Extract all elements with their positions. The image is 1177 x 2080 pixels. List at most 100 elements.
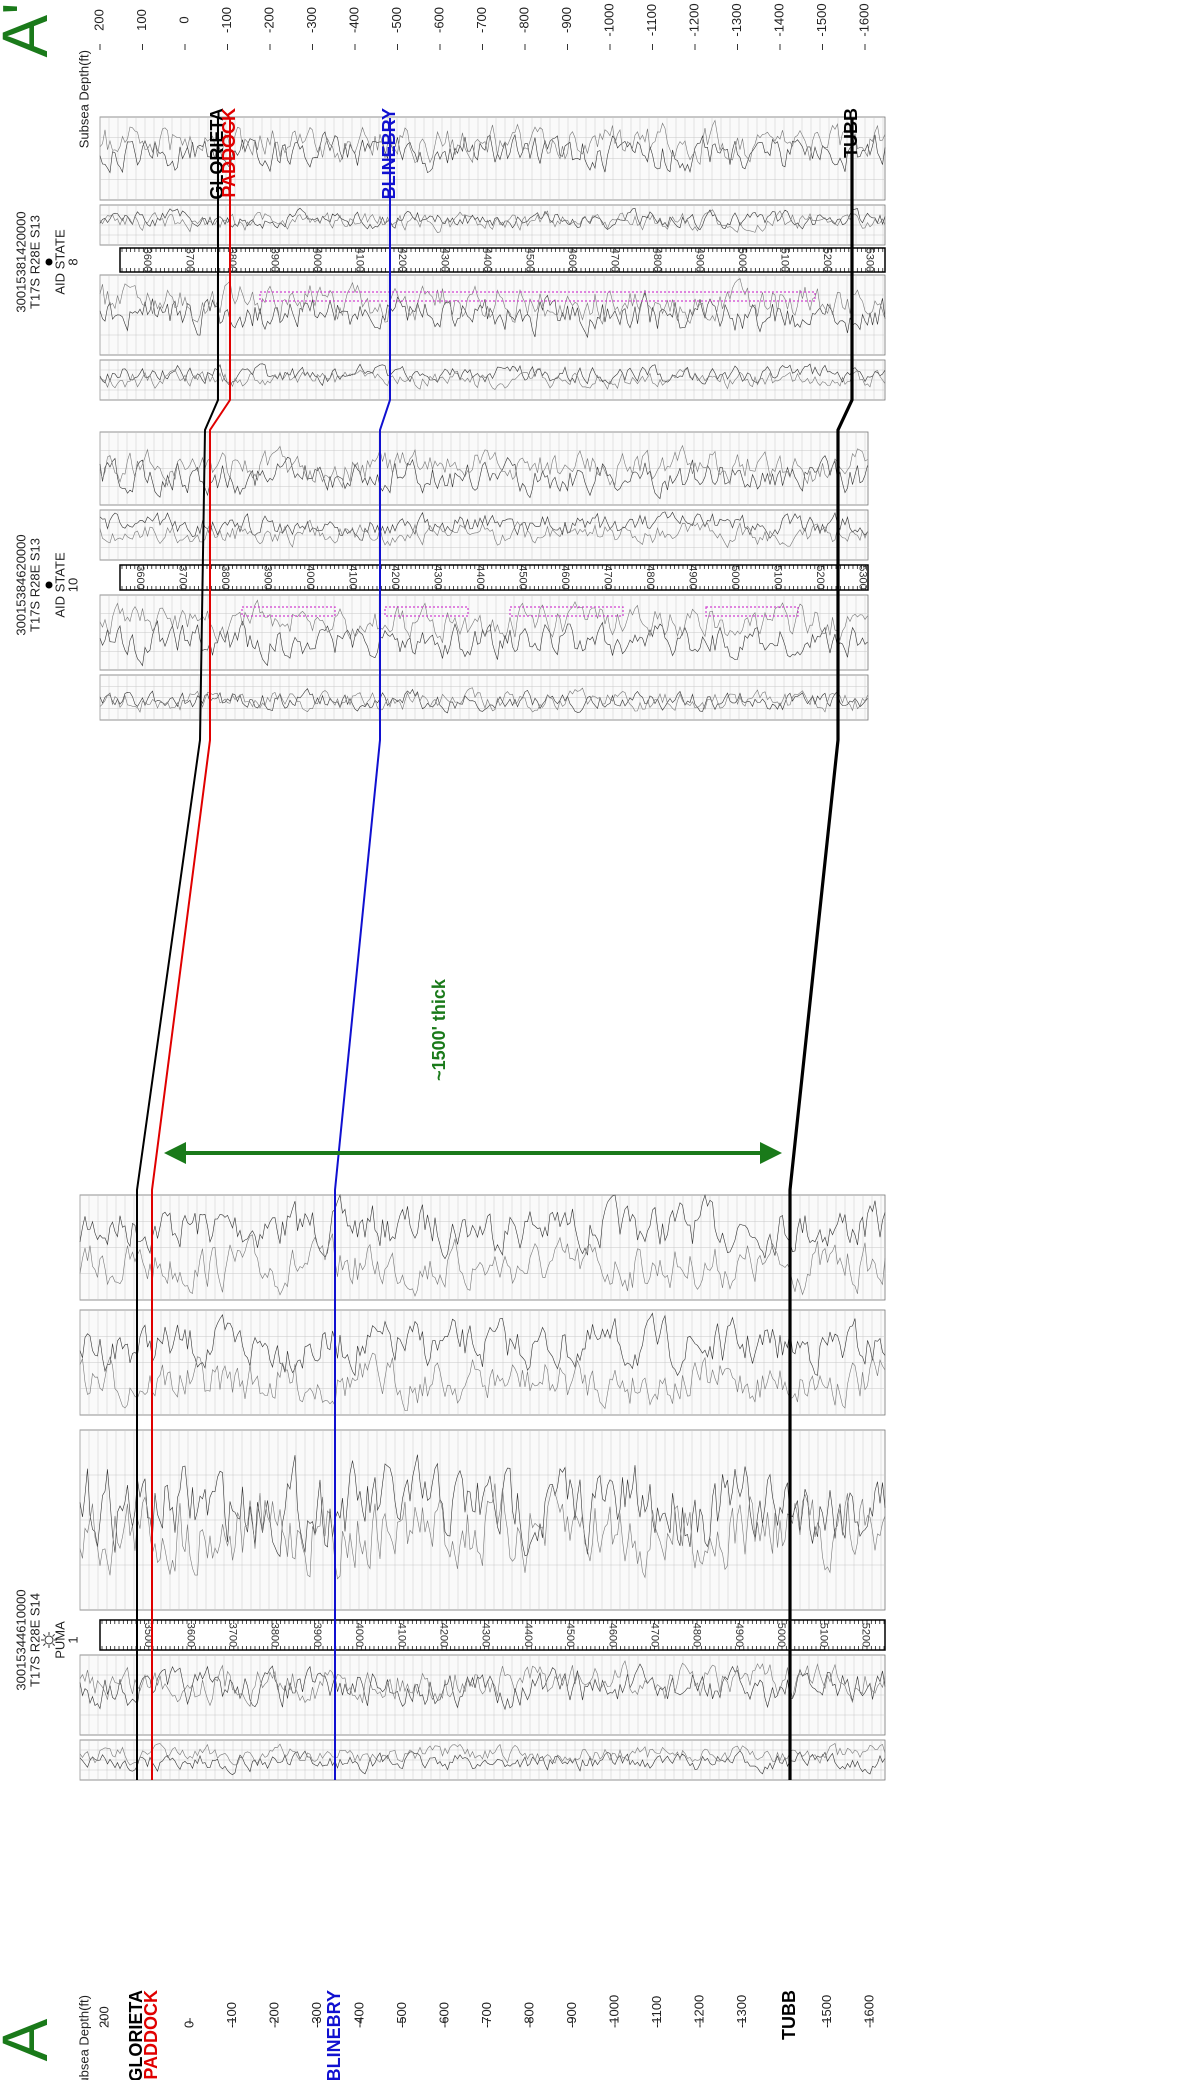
depth-track-label: 4800 [651, 248, 663, 272]
depth-track-label: 5300 [857, 565, 869, 589]
depth-track-label: 5200 [814, 565, 826, 589]
log-grid [79, 1430, 885, 1610]
log-curve [99, 688, 868, 714]
depth-track-label: 3600 [134, 565, 146, 589]
log-curve [79, 1193, 886, 1260]
depth-track-label: 4100 [395, 1623, 407, 1647]
depth-track [119, 564, 869, 591]
perforation-interval [241, 606, 336, 617]
depth-tick-label: -1500 [814, 3, 829, 36]
log-curve [79, 1660, 886, 1707]
depth-tick-label: -1100 [644, 4, 659, 36]
depth-tick-label: -200 [261, 7, 276, 33]
well-log [79, 1193, 886, 1781]
well-symbol-ray [52, 1643, 56, 1647]
well-api: 30015384620000 [13, 534, 28, 635]
log-curve [79, 1352, 886, 1411]
depth-track-label: 4000 [353, 1623, 365, 1647]
depth-track-label: 4600 [606, 1623, 618, 1647]
formation-label: GLORIETA [126, 1990, 146, 2080]
depth-track-label: 4700 [609, 248, 621, 272]
depth-tick-label: -100 [219, 7, 234, 33]
depth-track-label: 3900 [269, 248, 281, 272]
depth-tick-label: -500 [389, 7, 404, 33]
well-api: 30015381420000 [13, 211, 28, 312]
well-symbol-ray [52, 1633, 56, 1637]
log-grid [99, 595, 868, 670]
depth-tick-label: -700 [474, 7, 489, 33]
depth-tick-label: -700 [479, 2002, 494, 2028]
section-end-label: A' [0, 3, 61, 58]
well-symbol-ray [42, 1643, 46, 1647]
depth-track-label: 4300 [432, 565, 444, 589]
depth-track-label: 5100 [817, 1623, 829, 1647]
log-curve [79, 1663, 886, 1711]
depth-track-ticks [101, 1620, 885, 1650]
depth-tick-label: -1200 [691, 1995, 706, 2028]
arrow-head [760, 1142, 782, 1164]
depth-track-label: 5100 [772, 565, 784, 589]
depth-tick-label: -1100 [649, 1996, 664, 2028]
depth-track-ticks [121, 248, 884, 272]
depth-tick-label: -400 [351, 2002, 366, 2028]
section-start-label: A [0, 2018, 61, 2061]
depth-track-label: 4400 [481, 248, 493, 272]
formation-label: PADDOCK [141, 1990, 161, 2080]
well-location: T17S R28E S14 [27, 1593, 42, 1687]
depth-tick-label: -600 [431, 7, 446, 33]
depth-track-label: 4400 [522, 1623, 534, 1647]
log-curve [99, 687, 868, 713]
well-location: T17S R28E S13 [27, 215, 42, 309]
depth-track-label: 5200 [859, 1623, 871, 1647]
depth-track-label: 4300 [439, 248, 451, 272]
depth-track-label: 5200 [821, 248, 833, 272]
depth-track-label: 3600 [184, 1623, 196, 1647]
log-curve [99, 519, 868, 549]
depth-track-label: 4500 [524, 248, 536, 272]
depth-track-label: 3700 [184, 248, 196, 272]
log-curve [99, 455, 868, 500]
formation-label: BLINEBRY [379, 108, 399, 199]
depth-tick-label: -900 [564, 2002, 579, 2028]
log-curve [79, 1483, 886, 1580]
well-symbol [45, 581, 53, 589]
formation-line [334, 118, 391, 1780]
depth-track-label: 4200 [389, 565, 401, 589]
depth-tick-label: -300 [304, 7, 319, 33]
thickness-annotation: ~1500' thick [429, 978, 449, 1081]
perforation-interval [259, 291, 816, 302]
formation-label: TUBB [841, 108, 861, 158]
depth-track-label: 4900 [694, 248, 706, 272]
depth-tick-label: -1300 [734, 1995, 749, 2028]
arrow-head [164, 1142, 186, 1164]
depth-track-label: 4600 [566, 248, 578, 272]
well-number: 10 [65, 578, 80, 592]
formation-line [151, 118, 231, 1780]
depth-track [99, 1619, 886, 1651]
depth-track-label: 4800 [691, 1623, 703, 1647]
depth-track-label: 4700 [648, 1623, 660, 1647]
formation-label: PADDOCK [219, 108, 239, 198]
depth-tick-label: -1000 [601, 3, 616, 36]
depth-track-label: 5000 [729, 565, 741, 589]
formation-label: BLINEBRY [324, 1990, 344, 2080]
depth-axis-label: Subsea Depth(ft) [76, 50, 91, 148]
well-symbol-ray [42, 1633, 46, 1637]
log-grid [79, 1655, 885, 1735]
perforation-interval [509, 606, 624, 617]
formation-label: TUBB [779, 1990, 799, 2040]
depth-track-label: 4000 [311, 248, 323, 272]
depth-track-label: 3800 [219, 565, 231, 589]
depth-track-label: 4600 [559, 565, 571, 589]
depth-track-label: 4500 [564, 1623, 576, 1647]
depth-tick-label: -900 [559, 7, 574, 33]
depth-track-label: 5300 [864, 248, 876, 272]
depth-track-label: 5100 [779, 248, 791, 272]
log-curve [99, 511, 868, 541]
well-log [99, 431, 869, 721]
depth-track-label: 4700 [602, 565, 614, 589]
depth-track-label: 4900 [733, 1623, 745, 1647]
depth-tick-label: -800 [521, 2002, 536, 2028]
well-name: AID STATE [52, 552, 67, 618]
depth-tick-label: -300 [309, 2002, 324, 2028]
